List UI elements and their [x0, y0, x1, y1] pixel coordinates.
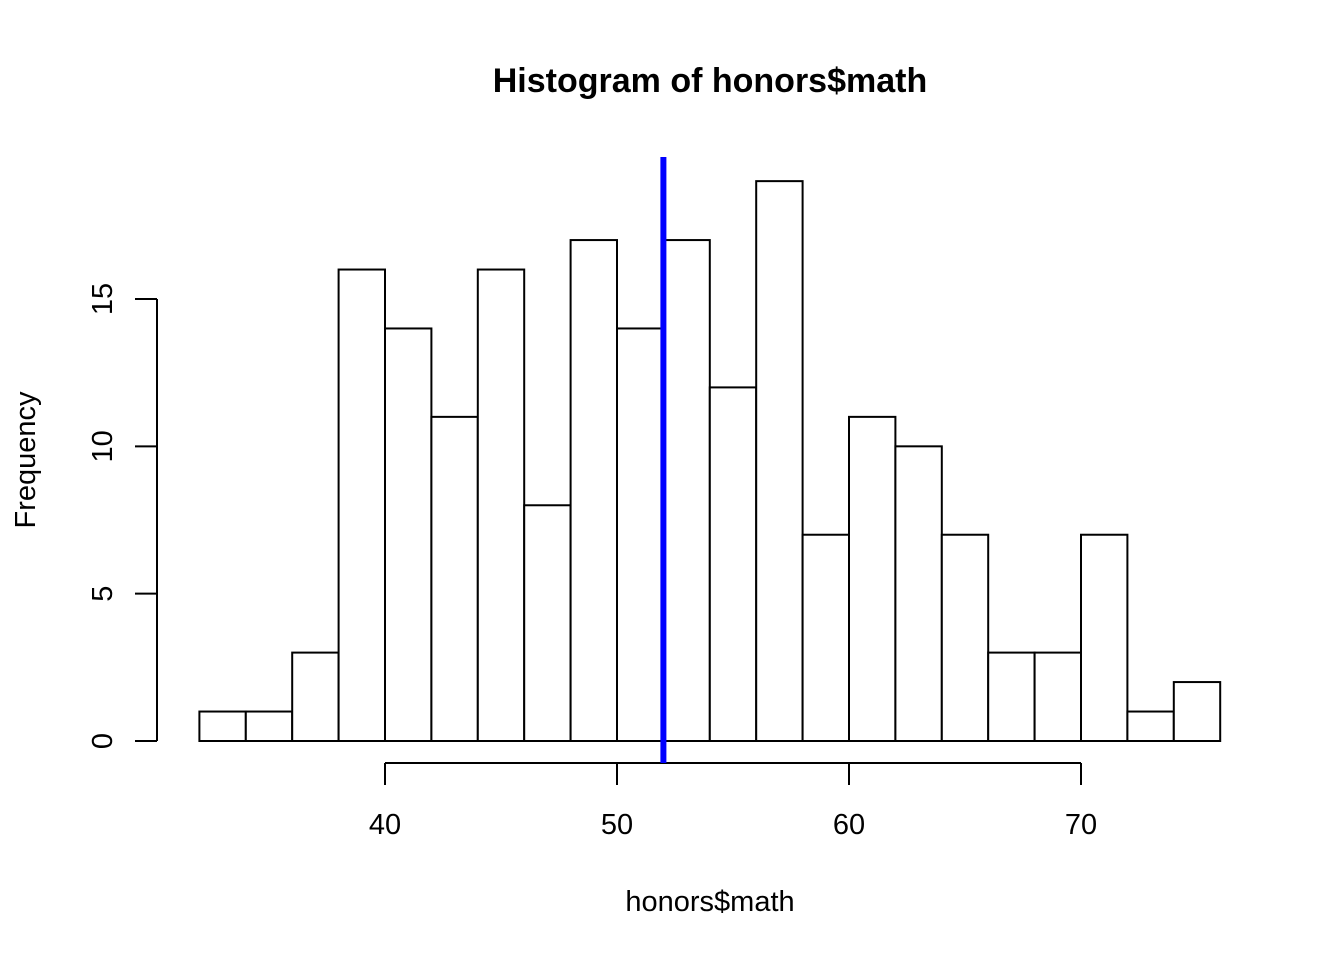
histogram-bar [1080, 533, 1129, 742]
x-tick-label: 40 [369, 809, 401, 841]
histogram-bar [940, 533, 990, 742]
y-tick-label: 0 [87, 733, 119, 749]
histogram-bar [894, 445, 943, 742]
histogram-bar [616, 327, 665, 742]
histogram-bar [801, 533, 850, 742]
histogram-bar [848, 415, 897, 742]
y-tick-label: 15 [87, 283, 119, 315]
x-tick-label: 60 [833, 809, 865, 841]
y-axis-label: Frequency [10, 391, 42, 529]
histogram-bar [1172, 681, 1222, 742]
histogram-bar [430, 415, 479, 742]
y-tick-label: 10 [87, 430, 119, 462]
y-axis: 0 5 10 15 [87, 283, 158, 749]
y-tick-label: 5 [87, 586, 119, 602]
x-tick-label: 70 [1065, 809, 1097, 841]
histogram-bar [708, 386, 758, 742]
histogram-bar [244, 710, 294, 742]
histogram-bar [523, 504, 572, 742]
histogram-bar [1033, 651, 1082, 742]
histogram-bar [337, 268, 387, 742]
histogram-bar [476, 268, 526, 742]
histogram-bar [291, 651, 340, 742]
histogram-bar [987, 651, 1036, 742]
histogram-bar [384, 327, 433, 742]
chart-title: Histogram of honors$math [493, 62, 927, 100]
x-axis-label: honors$math [625, 886, 794, 918]
histogram-bar [198, 710, 247, 742]
histogram-bar [755, 180, 804, 742]
histogram-bar [1126, 710, 1175, 742]
bars-group [198, 180, 1222, 742]
histogram-bar [662, 239, 711, 742]
histogram-bar [569, 239, 618, 742]
x-axis: 40 50 60 70 [369, 762, 1097, 841]
x-tick-label: 50 [601, 809, 633, 841]
